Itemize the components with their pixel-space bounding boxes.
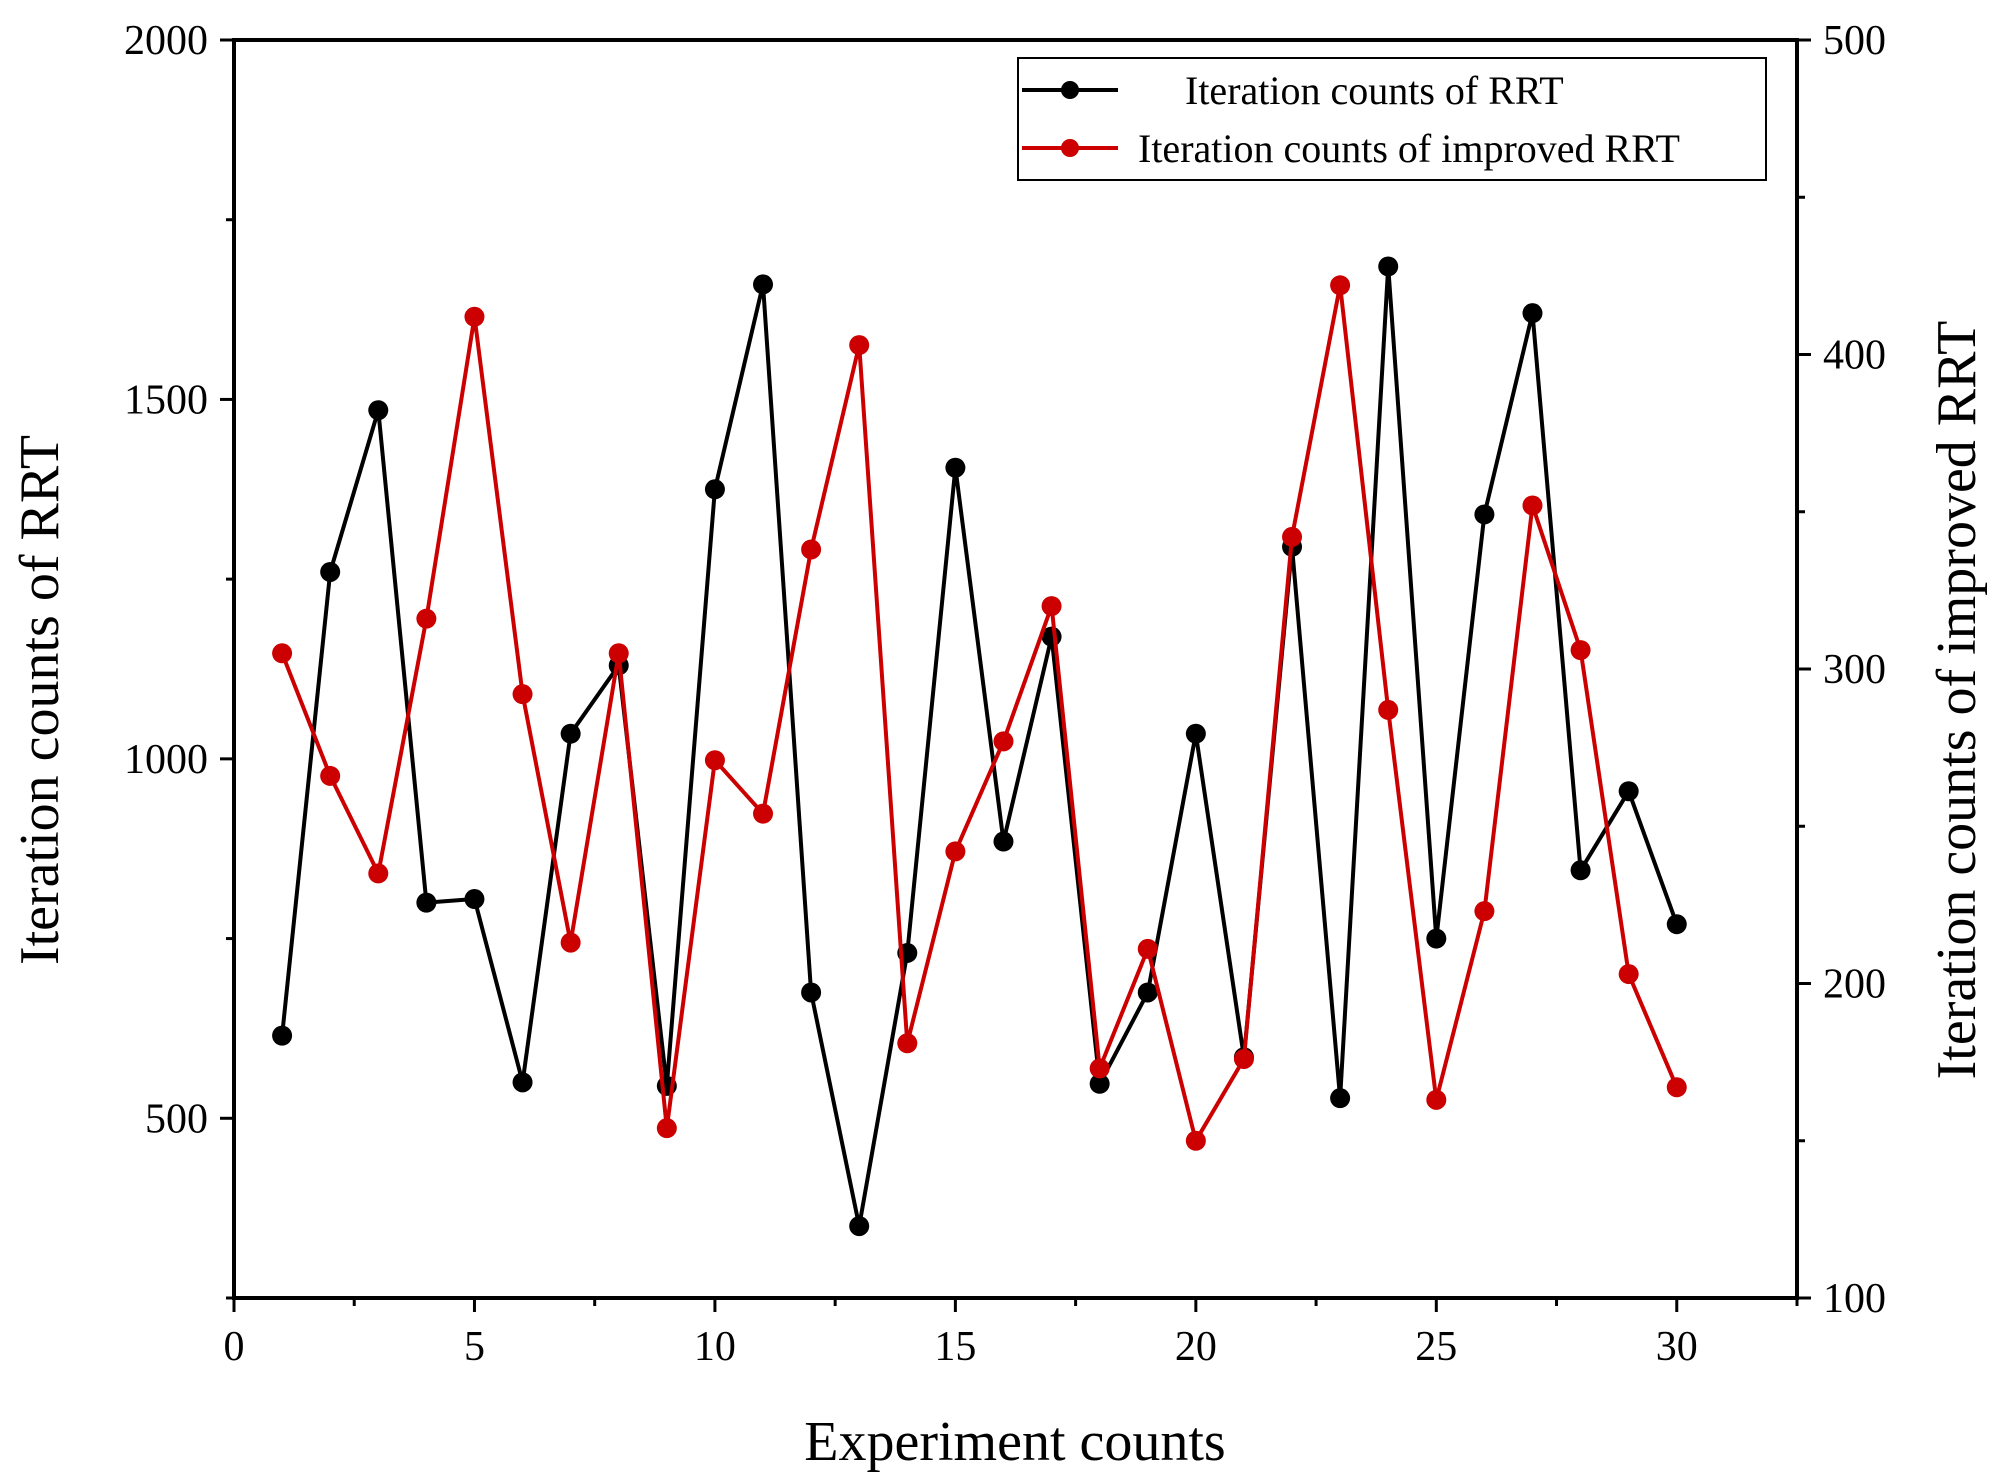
data-point (945, 457, 966, 478)
data-point (704, 750, 725, 771)
data-point (464, 306, 485, 327)
y-tick-label: 2000 (124, 18, 208, 64)
data-point (753, 274, 774, 295)
x-tick-label: 20 (1175, 1324, 1217, 1370)
x-tick-label: 30 (1656, 1324, 1698, 1370)
left-y-axis-title: Iteration counts of RRT (9, 435, 71, 965)
data-point (512, 1072, 533, 1093)
data-point (993, 731, 1014, 752)
legend-marker-rrt (1061, 81, 1079, 99)
data-point (1185, 723, 1206, 744)
data-point (320, 561, 341, 582)
x-tick-label: 0 (224, 1324, 245, 1370)
y2-tick-label: 200 (1823, 962, 1886, 1008)
data-point (1089, 1058, 1110, 1079)
data-point (1330, 1088, 1351, 1109)
series-layer (272, 256, 1687, 1237)
data-point (1233, 1048, 1254, 1069)
data-point (1426, 1089, 1447, 1110)
data-point (608, 643, 629, 664)
data-point (1522, 303, 1543, 324)
data-point (849, 1216, 870, 1237)
ticks: 0 5 10 15 20 25 30 500 1000 1500 2000 100 200 300 400 5… (124, 18, 1886, 1370)
data-point (945, 841, 966, 862)
data-point (272, 643, 293, 664)
data-point (1089, 1073, 1110, 1094)
y-tick-label: 1000 (124, 737, 208, 783)
data-point (1474, 901, 1495, 922)
data-point (897, 1033, 918, 1054)
data-point (512, 684, 533, 705)
x-tick-label: 5 (464, 1324, 485, 1370)
data-point (1137, 938, 1158, 959)
data-point (560, 932, 581, 953)
series-improved-rrt (272, 275, 1687, 1151)
y2-tick-label: 500 (1823, 18, 1886, 64)
data-point (1666, 914, 1687, 935)
series-line (280, 264, 1679, 1229)
data-point (993, 831, 1014, 852)
y2-tick-label: 300 (1823, 647, 1886, 693)
data-point (416, 892, 437, 913)
y2-tick-label: 400 (1823, 333, 1886, 379)
data-point (320, 765, 341, 786)
data-point (801, 539, 822, 560)
data-point (1378, 699, 1399, 720)
data-point (1041, 596, 1062, 617)
right-y-axis-title: Iteration counts of improved RRT (1926, 321, 1988, 1080)
data-point (1426, 928, 1447, 949)
data-point (1137, 982, 1158, 1003)
legend-label-rrt: Iteration counts of RRT (1185, 68, 1564, 113)
x-tick-label: 15 (934, 1324, 976, 1370)
x-tick-label: 10 (694, 1324, 736, 1370)
data-point (801, 982, 822, 1003)
data-point (416, 608, 437, 629)
data-point (704, 479, 725, 500)
y2-tick-label: 100 (1823, 1276, 1886, 1322)
legend-marker-improved (1061, 139, 1079, 157)
data-point (1474, 504, 1495, 525)
series-rrt (272, 256, 1687, 1237)
x-tick-label: 25 (1415, 1324, 1457, 1370)
legend: Iteration counts of RRT Iteration counts… (1017, 57, 1767, 181)
data-point (1666, 1077, 1687, 1098)
data-point (368, 863, 389, 884)
legend-label-improved: Iteration counts of improved RRT (1138, 126, 1680, 171)
y-tick-label: 500 (145, 1096, 208, 1142)
data-point (272, 1025, 293, 1046)
data-point (464, 889, 485, 910)
data-point (368, 400, 389, 421)
data-point (1330, 275, 1351, 296)
y-tick-label: 1500 (124, 377, 208, 423)
data-point (753, 803, 774, 824)
data-point (656, 1118, 677, 1139)
data-point (849, 335, 870, 356)
data-point (1185, 1130, 1206, 1151)
series-line (280, 283, 1679, 1143)
data-point (1378, 256, 1399, 277)
data-point (560, 723, 581, 744)
x-axis-title: Experiment counts (804, 1411, 1225, 1473)
data-point (1570, 640, 1591, 661)
data-point (1618, 781, 1639, 802)
legend-box (1017, 57, 1767, 181)
data-point (1522, 495, 1543, 516)
data-point (1570, 860, 1591, 881)
data-point (1618, 964, 1639, 985)
data-point (1282, 526, 1303, 547)
